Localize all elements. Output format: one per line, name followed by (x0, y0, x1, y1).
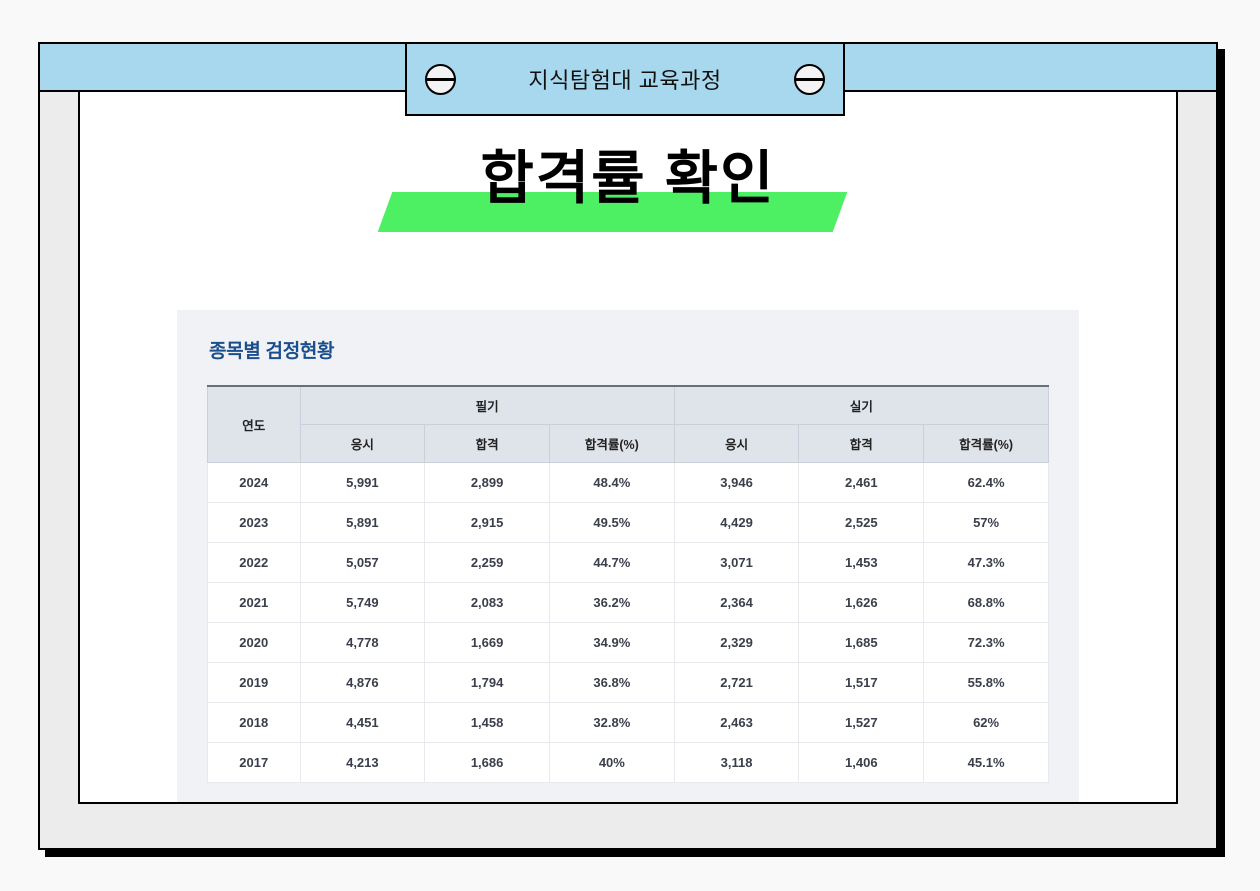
cell-written-applicants: 4,778 (299, 622, 426, 663)
cell-practical-applicants: 3,946 (673, 462, 800, 503)
cell-written-applicants: 5,749 (299, 582, 426, 623)
titlebar-rail-right (826, 44, 1216, 92)
cell-practical-applicants: 3,118 (673, 742, 800, 783)
cell-written-applicants: 5,991 (299, 462, 426, 503)
cell-practical-passers: 2,461 (798, 462, 925, 503)
table-row: 2023 5,891 2,915 49.5% 4,429 2,525 57% (207, 502, 1049, 543)
cell-written-passers: 2,083 (424, 582, 550, 623)
window-title-tab: 지식탐험대 교육과정 (405, 44, 845, 116)
cell-year: 2018 (207, 702, 301, 743)
cell-written-rate: 49.5% (548, 502, 675, 543)
page-title: 합격률 확인 (480, 146, 776, 211)
cell-practical-rate: 68.8% (923, 582, 1049, 623)
cell-practical-passers: 1,453 (798, 542, 925, 583)
cell-written-passers: 2,899 (424, 462, 550, 503)
cell-written-passers: 1,686 (424, 742, 550, 783)
cell-practical-applicants: 2,463 (673, 702, 800, 743)
cell-written-passers: 1,458 (424, 702, 550, 743)
cell-written-rate: 36.8% (548, 662, 675, 703)
application-window-frame: 지식탐험대 교육과정 합격률 확인 종목별 검정현황 연도 필기 실기 (38, 42, 1218, 850)
cell-practical-passers: 2,525 (798, 502, 925, 543)
titlebar-rail-left (40, 44, 440, 92)
table-body: 2024 5,991 2,899 48.4% 3,946 2,461 62.4% 2023 5,… (207, 462, 1049, 783)
cell-year: 2024 (207, 462, 301, 503)
column-header-written-passers: 합격 (424, 424, 550, 463)
cell-practical-rate: 62.4% (923, 462, 1049, 503)
cell-practical-rate: 47.3% (923, 542, 1049, 583)
cell-year: 2021 (207, 582, 301, 623)
cell-practical-rate: 55.8% (923, 662, 1049, 703)
table-row: 2022 5,057 2,259 44.7% 3,071 1,453 47.3% (207, 542, 1049, 583)
table-header-row-groups: 연도 필기 실기 (207, 385, 1050, 463)
table-row: 2024 5,991 2,899 48.4% 3,946 2,461 62.4% (207, 462, 1049, 503)
cell-year: 2017 (207, 742, 301, 783)
minus-circle-icon-left[interactable] (425, 63, 456, 95)
cell-written-applicants: 4,213 (299, 742, 426, 783)
cell-written-rate: 32.8% (548, 702, 675, 743)
cell-practical-passers: 1,406 (798, 742, 925, 783)
cell-practical-applicants: 4,429 (673, 502, 800, 543)
cell-year: 2022 (207, 542, 301, 583)
column-group-header-written: 필기 (299, 385, 675, 425)
cell-written-applicants: 5,891 (299, 502, 426, 543)
cell-written-rate: 40% (548, 742, 675, 783)
table-row: 2021 5,749 2,083 36.2% 2,364 1,626 68.8% (207, 582, 1049, 623)
cell-practical-applicants: 2,329 (673, 622, 800, 663)
cell-practical-passers: 1,626 (798, 582, 925, 623)
cell-practical-rate: 72.3% (923, 622, 1049, 663)
column-header-practical-passers: 합격 (798, 424, 925, 463)
column-header-practical-applicants: 응시 (673, 424, 800, 463)
cell-practical-rate: 57% (923, 502, 1049, 543)
cell-practical-rate: 45.1% (923, 742, 1049, 783)
minus-circle-icon-right[interactable] (794, 63, 825, 95)
cell-practical-applicants: 2,721 (673, 662, 800, 703)
column-group-header-practical: 실기 (673, 385, 1050, 425)
cell-written-rate: 34.9% (548, 622, 675, 663)
cell-written-passers: 1,794 (424, 662, 550, 703)
column-header-year: 연도 (207, 385, 301, 463)
column-header-written-rate: 합격률(%) (548, 424, 675, 463)
cell-practical-passers: 1,517 (798, 662, 925, 703)
table-row: 2020 4,778 1,669 34.9% 2,329 1,685 72.3% (207, 622, 1049, 663)
cell-year: 2023 (207, 502, 301, 543)
cell-written-passers: 2,915 (424, 502, 550, 543)
report-panel: 종목별 검정현황 연도 필기 실기 응시 합격 합격률(%) (177, 310, 1079, 802)
panel-heading: 종목별 검정현황 (209, 341, 335, 362)
column-header-written-applicants: 응시 (299, 424, 426, 463)
exam-statistics-table: 연도 필기 실기 응시 합격 합격률(%) 응시 합격 합격률(%) 2024 5… (207, 385, 1050, 783)
cell-written-rate: 48.4% (548, 462, 675, 503)
cell-written-rate: 44.7% (548, 542, 675, 583)
cell-year: 2020 (207, 622, 301, 663)
page-title-block: 합격률 확인 (80, 140, 1176, 248)
table-header: 연도 필기 실기 응시 합격 합격률(%) 응시 합격 합격률(%) (207, 385, 1050, 463)
cell-practical-passers: 1,527 (798, 702, 925, 743)
cell-written-applicants: 4,451 (299, 702, 426, 743)
cell-written-passers: 2,259 (424, 542, 550, 583)
cell-practical-applicants: 2,364 (673, 582, 800, 623)
table-row: 2019 4,876 1,794 36.8% 2,721 1,517 55.8% (207, 662, 1049, 703)
table-header-row-subs: 응시 합격 합격률(%) 응시 합격 합격률(%) (208, 424, 1049, 463)
table-row: 2018 4,451 1,458 32.8% 2,463 1,527 62% (207, 702, 1049, 743)
window-title-text: 지식탐험대 교육과정 (528, 68, 722, 93)
document-page: 합격률 확인 종목별 검정현황 연도 필기 실기 응시 합격 (78, 90, 1178, 804)
cell-practical-rate: 62% (923, 702, 1049, 743)
cell-written-rate: 36.2% (548, 582, 675, 623)
cell-written-passers: 1,669 (424, 622, 550, 663)
column-header-practical-rate: 합격률(%) (923, 424, 1049, 463)
table-row: 2017 4,213 1,686 40% 3,118 1,406 45.1% (207, 742, 1049, 783)
cell-practical-applicants: 3,071 (673, 542, 800, 583)
cell-year: 2019 (207, 662, 301, 703)
cell-practical-passers: 1,685 (798, 622, 925, 663)
cell-written-applicants: 4,876 (299, 662, 426, 703)
cell-written-applicants: 5,057 (299, 542, 426, 583)
